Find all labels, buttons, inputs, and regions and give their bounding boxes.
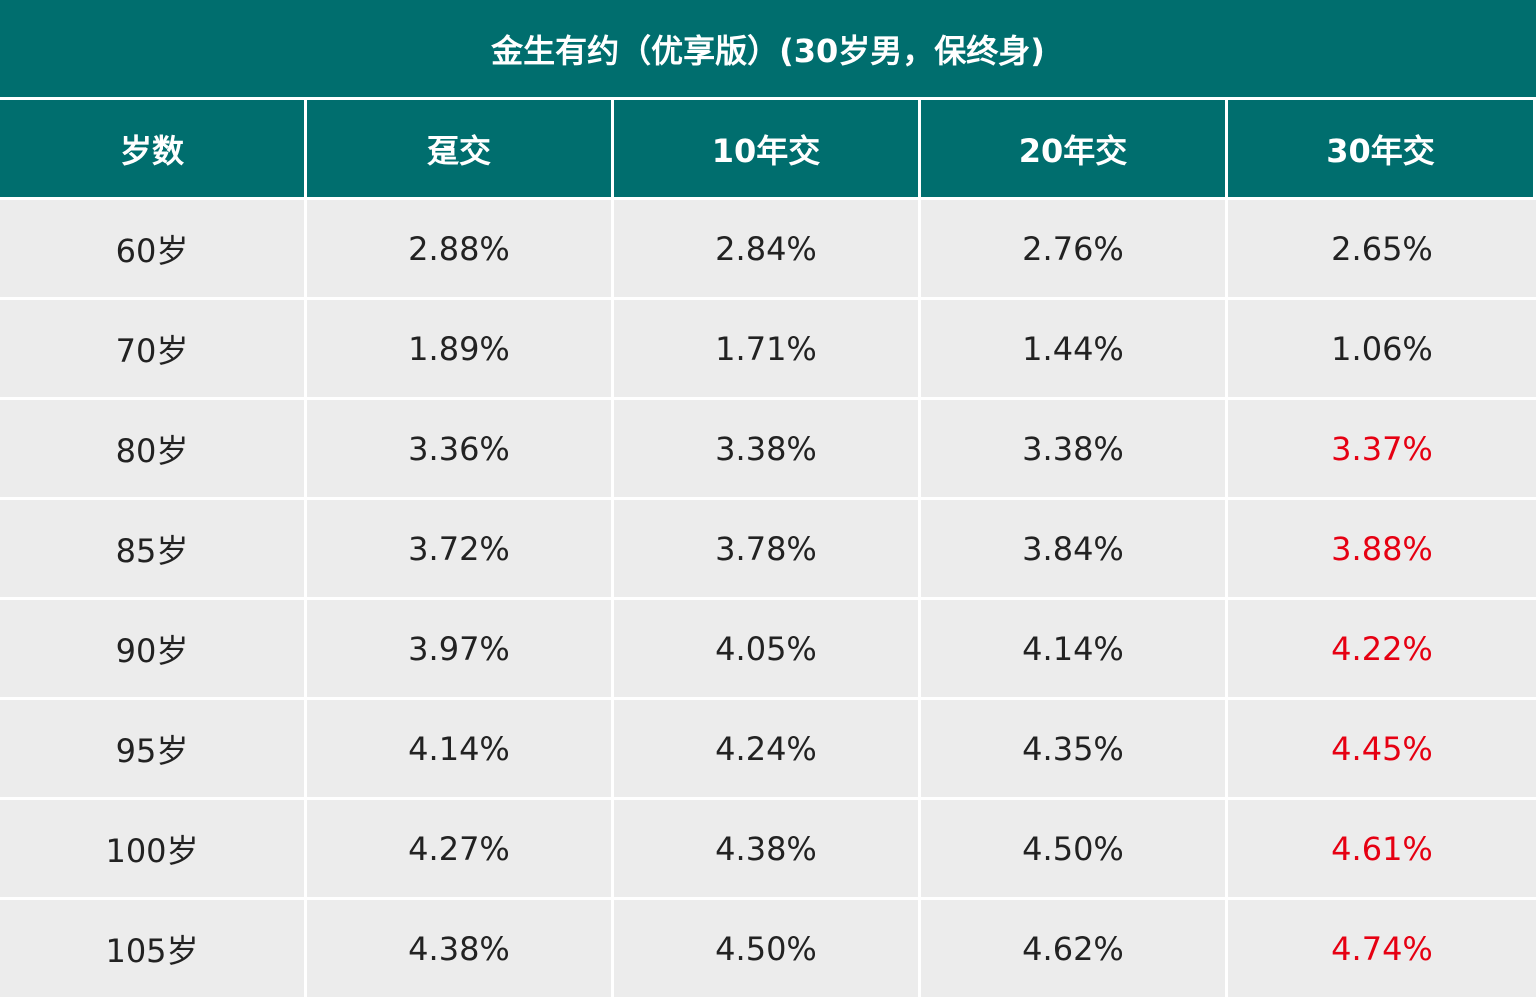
value-cell: 4.05% (614, 600, 921, 700)
value-cell: 2.65% (1228, 200, 1536, 300)
value-cell: 2.84% (614, 200, 921, 300)
value-cell: 4.62% (921, 900, 1228, 1000)
value-cell: 4.22% (1228, 600, 1536, 700)
value-cell: 3.38% (921, 400, 1228, 500)
age-cell: 80岁 (0, 400, 307, 500)
value-cell: 4.50% (921, 800, 1228, 900)
value-cell: 3.37% (1228, 400, 1536, 500)
header-10-year-pay: 10年交 (614, 100, 921, 200)
header-age: 岁数 (0, 100, 307, 200)
age-cell: 95岁 (0, 700, 307, 800)
value-cell: 3.78% (614, 500, 921, 600)
age-cell: 105岁 (0, 900, 307, 1000)
value-cell: 4.24% (614, 700, 921, 800)
value-cell: 4.38% (614, 800, 921, 900)
header-30-year-pay: 30年交 (1228, 100, 1536, 200)
value-cell: 2.88% (307, 200, 614, 300)
age-cell: 100岁 (0, 800, 307, 900)
value-cell: 4.14% (921, 600, 1228, 700)
value-cell: 1.71% (614, 300, 921, 400)
value-cell: 4.14% (307, 700, 614, 800)
value-cell: 2.76% (921, 200, 1228, 300)
value-cell: 4.61% (1228, 800, 1536, 900)
value-cell: 4.35% (921, 700, 1228, 800)
header-single-pay: 趸交 (307, 100, 614, 200)
value-cell: 3.72% (307, 500, 614, 600)
age-cell: 90岁 (0, 600, 307, 700)
value-cell: 4.27% (307, 800, 614, 900)
value-cell: 4.74% (1228, 900, 1536, 1000)
header-20-year-pay: 20年交 (921, 100, 1228, 200)
value-cell: 1.44% (921, 300, 1228, 400)
value-cell: 3.88% (1228, 500, 1536, 600)
value-cell: 1.06% (1228, 300, 1536, 400)
value-cell: 3.38% (614, 400, 921, 500)
value-cell: 4.50% (614, 900, 921, 1000)
value-cell: 1.89% (307, 300, 614, 400)
value-cell: 4.38% (307, 900, 614, 1000)
value-cell: 3.36% (307, 400, 614, 500)
value-cell: 4.45% (1228, 700, 1536, 800)
value-cell: 3.84% (921, 500, 1228, 600)
age-cell: 70岁 (0, 300, 307, 400)
value-cell: 3.97% (307, 600, 614, 700)
table-title: 金生有约（优享版）(30岁男，保终身) (0, 0, 1536, 100)
age-cell: 60岁 (0, 200, 307, 300)
age-cell: 85岁 (0, 500, 307, 600)
